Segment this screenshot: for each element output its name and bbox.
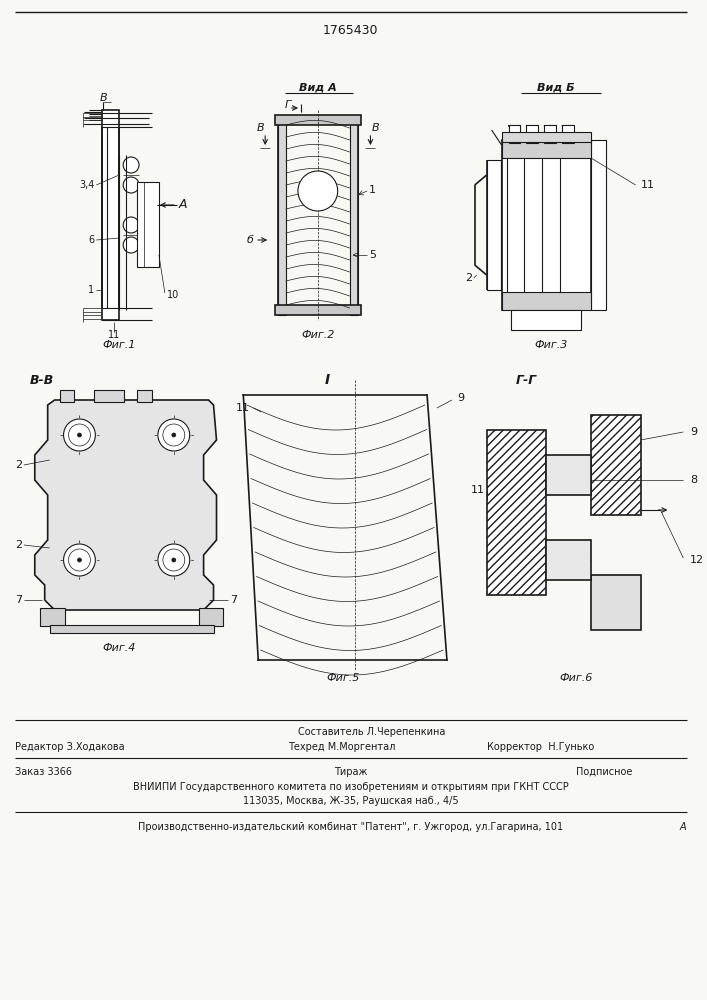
Text: 12: 12 — [690, 555, 704, 565]
Text: I: I — [325, 373, 330, 387]
Bar — [275, 115, 361, 125]
Bar — [501, 140, 591, 158]
Bar — [501, 132, 591, 142]
Text: 7: 7 — [230, 595, 238, 605]
Circle shape — [298, 171, 338, 211]
Circle shape — [64, 419, 95, 451]
Bar — [275, 305, 361, 315]
Text: 1: 1 — [369, 185, 376, 195]
Bar — [49, 625, 214, 633]
Text: Вид Б: Вид Б — [537, 83, 575, 93]
Text: Производственно-издательский комбинат "Патент", г. Ужгород, ул.Гагарина, 101: Производственно-издательский комбинат "П… — [138, 822, 563, 832]
Text: 5: 5 — [369, 250, 376, 260]
Text: В: В — [257, 123, 264, 133]
Bar — [137, 182, 159, 267]
Bar — [547, 540, 591, 580]
Circle shape — [163, 549, 185, 571]
Bar — [547, 455, 591, 495]
Text: Составитель Л.Черепенкина: Составитель Л.Черепенкина — [298, 727, 445, 737]
Text: Г: Г — [285, 100, 291, 110]
Bar — [349, 115, 358, 315]
Text: 113035, Москва, Ж-35, Раушская наб., 4/5: 113035, Москва, Ж-35, Раушская наб., 4/5 — [243, 796, 458, 806]
Bar — [544, 125, 556, 143]
Text: 9: 9 — [690, 427, 697, 437]
Bar — [103, 110, 119, 320]
Bar — [137, 390, 152, 402]
Circle shape — [78, 558, 81, 562]
Bar — [562, 125, 574, 143]
Circle shape — [78, 433, 81, 437]
Text: б: б — [247, 235, 254, 245]
Circle shape — [123, 157, 139, 173]
Bar — [486, 430, 547, 595]
Text: Редактор З.Ходакова: Редактор З.Ходакова — [15, 742, 124, 752]
Text: Фиг.1: Фиг.1 — [103, 340, 136, 350]
Text: Фиг.4: Фиг.4 — [103, 643, 136, 653]
Text: 1: 1 — [88, 285, 94, 295]
Polygon shape — [35, 400, 216, 610]
Text: ВНИИПИ Государственного комитета по изобретениям и открытиям при ГКНТ СССР: ВНИИПИ Государственного комитета по изоб… — [133, 782, 568, 792]
Text: Техред М.Моргентал: Техред М.Моргентал — [288, 742, 395, 752]
Circle shape — [69, 549, 90, 571]
Text: 2: 2 — [464, 273, 472, 283]
Bar — [527, 125, 538, 143]
Text: Вид А: Вид А — [299, 83, 337, 93]
Circle shape — [123, 237, 139, 253]
Text: Тираж: Тираж — [334, 767, 367, 777]
Circle shape — [163, 424, 185, 446]
Text: В: В — [372, 123, 379, 133]
Text: Г-Г: Г-Г — [516, 373, 537, 386]
Circle shape — [123, 217, 139, 233]
Bar — [508, 125, 520, 143]
Text: 11: 11 — [236, 403, 250, 413]
Text: В-В: В-В — [30, 373, 54, 386]
Text: 2: 2 — [15, 540, 22, 550]
Text: Фиг.3: Фиг.3 — [534, 340, 568, 350]
Bar — [591, 415, 641, 515]
Bar — [501, 140, 591, 310]
Circle shape — [158, 419, 189, 451]
Text: Фиг.2: Фиг.2 — [301, 330, 334, 340]
Circle shape — [172, 558, 176, 562]
Bar — [278, 115, 286, 315]
Text: 7: 7 — [15, 595, 22, 605]
Text: А: А — [680, 822, 686, 832]
Text: Фиг.6: Фиг.6 — [559, 673, 592, 683]
Bar — [511, 310, 581, 330]
Text: 11: 11 — [108, 330, 120, 340]
Text: Фиг.5: Фиг.5 — [326, 673, 359, 683]
Text: А: А — [178, 198, 187, 212]
Bar — [486, 160, 501, 290]
Circle shape — [172, 433, 176, 437]
Text: 10: 10 — [167, 290, 179, 300]
Text: 8: 8 — [690, 475, 697, 485]
Text: 2: 2 — [15, 460, 22, 470]
Text: Заказ 3366: Заказ 3366 — [15, 767, 72, 777]
Text: 1765430: 1765430 — [323, 23, 378, 36]
Bar — [501, 292, 591, 310]
Bar — [59, 390, 74, 402]
Text: 3,4: 3,4 — [79, 180, 94, 190]
Text: 11: 11 — [641, 180, 655, 190]
Bar — [199, 608, 223, 626]
Bar — [591, 575, 641, 630]
Circle shape — [69, 424, 90, 446]
Text: Корректор  Н.Гунько: Корректор Н.Гунько — [486, 742, 594, 752]
Circle shape — [158, 544, 189, 576]
Text: 11: 11 — [471, 485, 485, 495]
Text: В: В — [100, 93, 107, 103]
Bar — [94, 390, 124, 402]
Text: 6: 6 — [88, 235, 94, 245]
Bar — [591, 140, 606, 310]
Text: Подписное: Подписное — [576, 767, 633, 777]
Circle shape — [64, 544, 95, 576]
Text: 9: 9 — [457, 393, 464, 403]
Circle shape — [123, 177, 139, 193]
Bar — [40, 608, 64, 626]
